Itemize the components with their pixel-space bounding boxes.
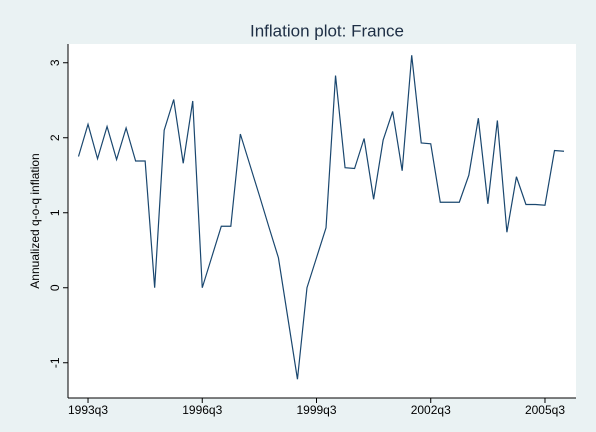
y-tick-label: 0 [48,284,62,291]
plot-area [68,44,576,398]
data-line [77,55,565,380]
y-tick-label: -1 [48,357,62,368]
y-tick-label: 3 [48,59,62,66]
x-tick-label: 1996q3 [182,403,222,417]
y-axis-title: Annualized q-o-q inflation [28,153,42,288]
y-tick-label: 1 [48,209,62,216]
x-tick-label: 2005q3 [525,403,565,417]
x-tick-label: 1999q3 [296,403,336,417]
y-tick-label: 2 [48,134,62,141]
x-tick-label: 2002q3 [411,403,451,417]
chart-title: Inflation plot: France [250,21,404,40]
x-tick-label: 1993q3 [68,403,108,417]
